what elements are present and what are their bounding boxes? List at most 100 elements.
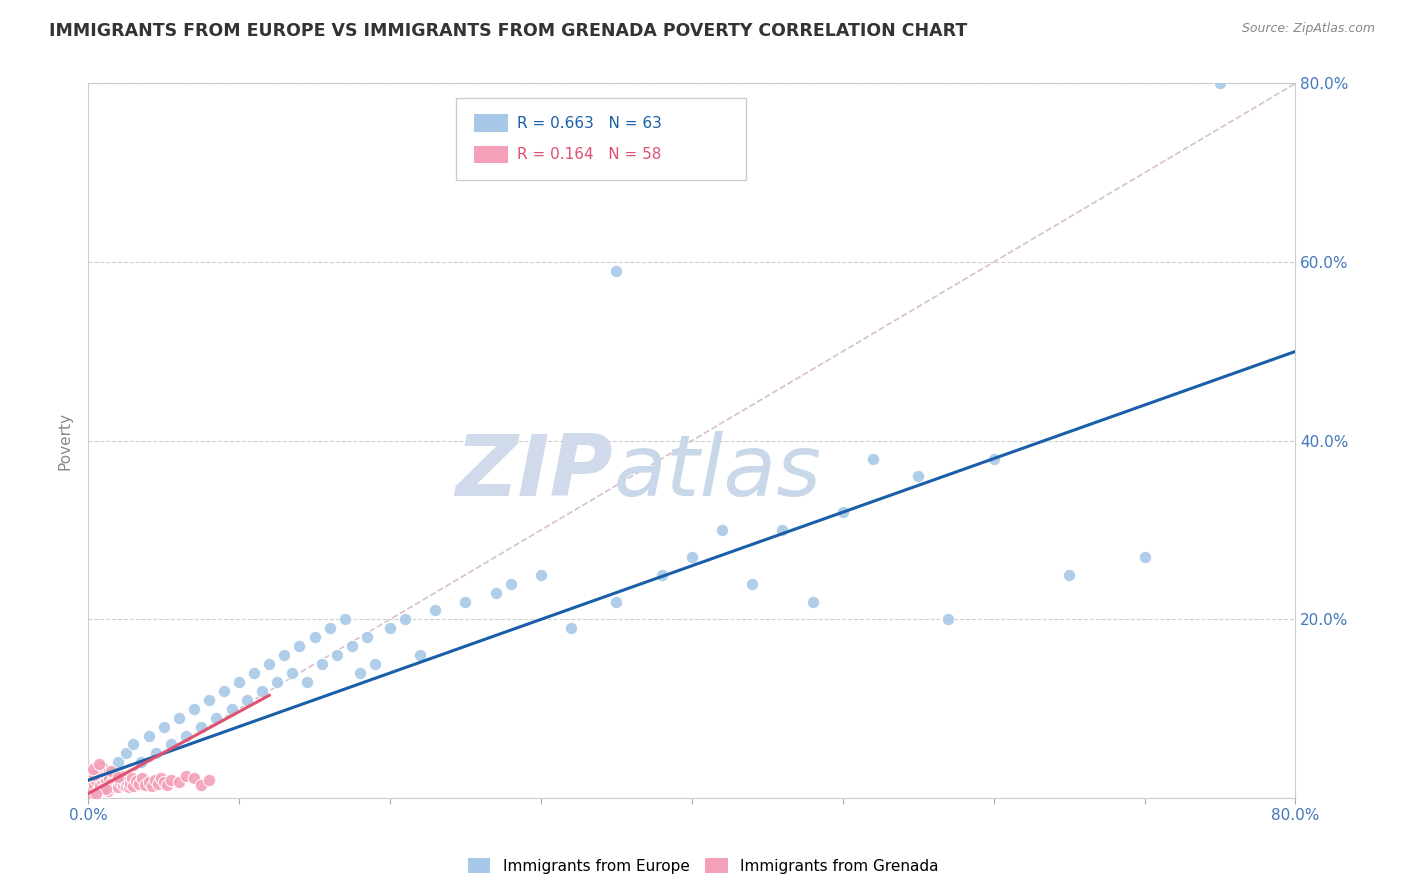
Point [111, 778, 134, 792]
Point [129, 756, 152, 770]
Point [605, 264, 627, 278]
Point [190, 720, 212, 734]
Point [122, 738, 145, 752]
Point [91, 773, 114, 788]
Bar [474, 145, 509, 163]
Point [105, 773, 128, 788]
Point [394, 612, 416, 626]
Point [107, 756, 129, 770]
Point [741, 576, 763, 591]
Point [115, 747, 138, 761]
Point [94, 780, 117, 795]
Point [605, 594, 627, 608]
Point [141, 780, 163, 794]
Point [152, 775, 174, 789]
FancyBboxPatch shape [457, 98, 747, 180]
Point [89, 778, 111, 792]
Point [84, 763, 107, 777]
Point [228, 675, 250, 690]
Point [87, 757, 110, 772]
Point [91, 769, 114, 783]
Point [907, 469, 929, 483]
Point [409, 648, 432, 662]
Point [117, 775, 139, 789]
Point [82, 782, 104, 797]
Point [156, 778, 179, 792]
Point [96, 775, 118, 789]
Point [104, 778, 127, 792]
Point [198, 693, 221, 707]
Point [84, 769, 107, 783]
Point [530, 567, 553, 582]
Text: R = 0.663   N = 63: R = 0.663 N = 63 [517, 116, 662, 131]
Text: atlas: atlas [613, 432, 821, 515]
Point [167, 775, 190, 789]
Point [86, 784, 108, 798]
Point [87, 782, 110, 797]
Point [378, 621, 401, 635]
Point [98, 772, 121, 786]
Point [138, 775, 160, 789]
Point [304, 630, 326, 644]
Point [801, 594, 824, 608]
Point [145, 747, 167, 761]
Point [281, 665, 304, 680]
Point [152, 720, 174, 734]
Point [97, 784, 120, 798]
Point [122, 779, 145, 793]
Point [91, 782, 114, 797]
Point [485, 585, 508, 599]
Point [174, 729, 197, 743]
Point [770, 523, 793, 537]
Point [1057, 567, 1080, 582]
Point [454, 594, 477, 608]
Point [938, 612, 960, 626]
Point [311, 657, 333, 671]
Point [831, 505, 853, 519]
Point [112, 773, 135, 788]
Point [356, 630, 378, 644]
Text: Source: ZipAtlas.com: Source: ZipAtlas.com [1241, 22, 1375, 36]
Point [1209, 77, 1232, 91]
Point [138, 729, 160, 743]
Point [160, 738, 183, 752]
Point [983, 451, 1005, 466]
Point [183, 702, 205, 716]
Point [83, 778, 105, 792]
Point [711, 523, 734, 537]
Point [100, 780, 122, 795]
Point [120, 777, 142, 791]
Point [167, 711, 190, 725]
Text: R = 0.164   N = 58: R = 0.164 N = 58 [517, 147, 661, 162]
Point [190, 778, 212, 792]
Point [115, 780, 138, 794]
Point [131, 772, 153, 786]
Point [266, 675, 288, 690]
Text: IMMIGRANTS FROM EUROPE VS IMMIGRANTS FROM GRENADA POVERTY CORRELATION CHART: IMMIGRANTS FROM EUROPE VS IMMIGRANTS FRO… [49, 22, 967, 40]
Point [425, 603, 447, 617]
Point [288, 639, 311, 653]
Point [96, 782, 118, 797]
Point [273, 648, 295, 662]
Point [183, 772, 205, 786]
Point [108, 775, 131, 789]
Point [221, 702, 243, 716]
Bar [474, 114, 509, 132]
Point [342, 639, 364, 653]
Point [560, 621, 582, 635]
Point [101, 775, 124, 789]
Legend: Immigrants from Europe, Immigrants from Grenada: Immigrants from Europe, Immigrants from … [461, 852, 945, 880]
Point [349, 665, 371, 680]
Point [121, 772, 143, 786]
Point [318, 621, 340, 635]
Point [90, 760, 112, 774]
Point [107, 770, 129, 784]
Point [326, 648, 349, 662]
Point [250, 684, 273, 698]
Point [333, 612, 356, 626]
Point [1133, 549, 1156, 564]
Point [143, 773, 166, 788]
Point [257, 657, 280, 671]
Point [83, 768, 105, 782]
Point [174, 769, 197, 783]
